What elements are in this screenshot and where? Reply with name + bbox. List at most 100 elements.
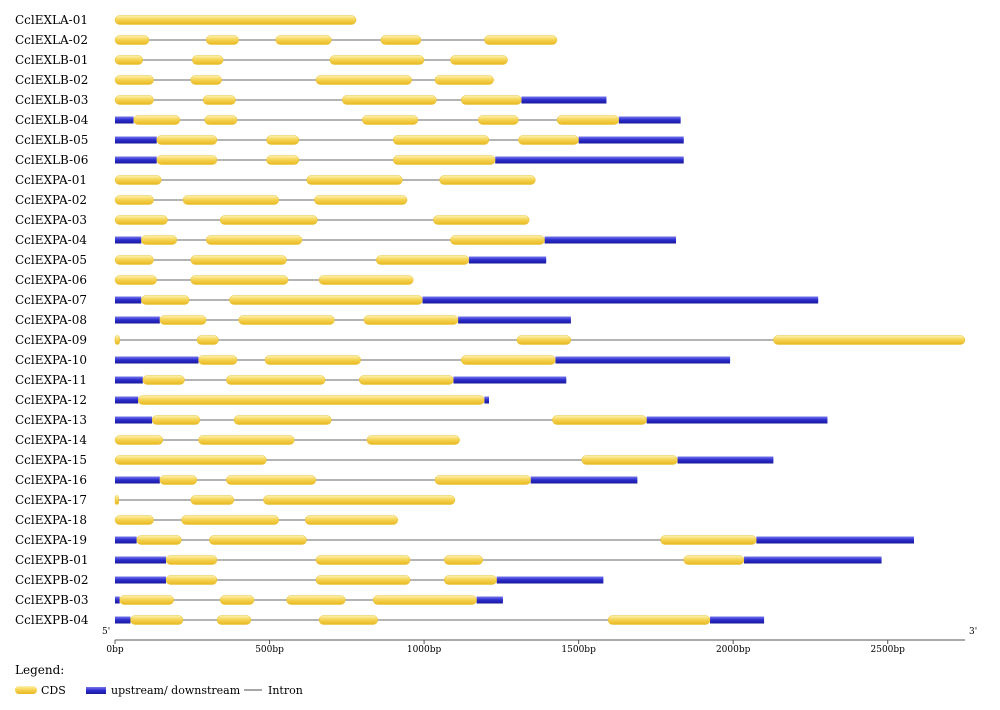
cds-segment (114, 215, 168, 225)
gene-name: CclEXLB-05 (15, 133, 88, 147)
gene-name: CclEXPA-09 (15, 333, 87, 347)
cds-segment (114, 495, 119, 505)
gene-name: CclEXLB-03 (15, 93, 88, 107)
gene-row: CclEXLB-03 (15, 93, 607, 107)
utr-segment (115, 136, 157, 144)
utr-segment (544, 236, 676, 244)
cds-segment (136, 535, 182, 545)
cds-segment (443, 575, 497, 585)
tick-label: 1000bp (407, 645, 442, 655)
gene-row: CclEXPA-10 (15, 353, 731, 367)
cds-segment (392, 135, 490, 145)
cds-segment (318, 615, 378, 625)
utr-segment (115, 596, 120, 604)
gene-row: CclEXPA-19 (15, 533, 914, 547)
utr-segment (618, 116, 681, 124)
cds-segment (196, 335, 219, 345)
utr-segment (115, 576, 166, 584)
utr-segment (115, 616, 131, 624)
cds-segment (190, 75, 222, 85)
cds-segment (460, 95, 522, 105)
tick-label: 1500bp (561, 645, 596, 655)
gene-name: CclEXPB-02 (15, 573, 88, 587)
gene-row: CclEXPA-12 (15, 393, 489, 407)
utr-segment (115, 316, 160, 324)
cds-segment (114, 75, 154, 85)
gene-row: CclEXPB-03 (15, 593, 503, 607)
gene-name: CclEXPA-15 (15, 453, 87, 467)
utr-segment (495, 156, 684, 164)
gene-row: CclEXPA-05 (15, 253, 547, 267)
gene-name: CclEXPA-13 (15, 413, 87, 427)
gene-name: CclEXPA-08 (15, 313, 87, 327)
cds-segment (315, 75, 412, 85)
utr-segment (115, 396, 139, 404)
cds-segment (130, 615, 184, 625)
cds-segment (439, 175, 536, 185)
cds-segment (275, 35, 332, 45)
cds-segment (306, 175, 403, 185)
gene-name: CclEXPB-03 (15, 593, 88, 607)
gene-row: CclEXPA-18 (15, 513, 399, 527)
tick-label: 500bp (255, 645, 284, 655)
cds-segment (141, 295, 190, 305)
cds-segment (114, 515, 154, 525)
cds-segment (205, 235, 303, 245)
cds-segment (202, 95, 236, 105)
gene-name: CclEXPA-18 (15, 513, 87, 527)
cds-segment (660, 535, 757, 545)
cds-segment (433, 215, 530, 225)
gene-row: CclEXPA-17 (15, 493, 456, 507)
cds-segment (198, 355, 238, 365)
gene-name: CclEXLB-04 (15, 113, 89, 127)
cds-segment (318, 275, 414, 285)
cds-segment (219, 215, 318, 225)
cds-segment (315, 575, 411, 585)
cds-segment (137, 395, 485, 405)
gene-name: CclEXLA-02 (15, 33, 88, 47)
cds-segment (209, 535, 307, 545)
gene-row: CclEXPA-09 (15, 333, 966, 347)
cds-segment (165, 575, 218, 585)
cds-segment (380, 35, 422, 45)
cds-segment (683, 555, 745, 565)
gene-row: CclEXPA-01 (15, 173, 536, 187)
legend-utr-swatch (86, 687, 106, 694)
utr-segment (115, 236, 142, 244)
cds-segment (304, 515, 399, 525)
gene-row: CclEXLA-01 (15, 13, 357, 27)
cds-segment (392, 155, 496, 165)
gene-row: CclEXPA-02 (15, 193, 408, 207)
cds-segment (434, 75, 494, 85)
legend: Legend: CDS upstream/ downstream Intron (15, 663, 303, 697)
cds-segment (198, 435, 295, 445)
cds-segment (375, 255, 470, 265)
cds-segment (219, 595, 255, 605)
cds-segment (315, 555, 411, 565)
cds-segment (141, 235, 178, 245)
utr-segment (115, 556, 166, 564)
cds-segment (190, 255, 287, 265)
cds-segment (773, 335, 966, 345)
gene-rows: CclEXLA-01 CclEXLA-02 CclEXLB-01 CclEXLB-02… (15, 13, 966, 627)
cds-segment (192, 55, 224, 65)
utr-segment (677, 456, 774, 464)
gene-row: CclEXLB-04 (15, 113, 681, 127)
cds-segment (133, 115, 181, 125)
cds-segment (190, 495, 235, 505)
gene-name: CclEXLB-02 (15, 73, 88, 87)
cds-segment (607, 615, 711, 625)
cds-segment (516, 335, 572, 345)
cds-segment (156, 135, 218, 145)
scale-axis: 5' 3' 0bp 500bp 1000bp 1500bp 2000bp 2500bp (102, 627, 977, 655)
cds-segment (477, 115, 519, 125)
gene-row: CclEXLB-06 (15, 153, 684, 167)
gene-name: CclEXPA-17 (15, 493, 87, 507)
cds-segment (114, 435, 164, 445)
cds-segment (119, 595, 174, 605)
cds-segment (450, 55, 508, 65)
utr-segment (530, 476, 638, 484)
gene-name: CclEXLB-06 (15, 153, 88, 167)
gene-row: CclEXPA-06 (15, 273, 414, 287)
